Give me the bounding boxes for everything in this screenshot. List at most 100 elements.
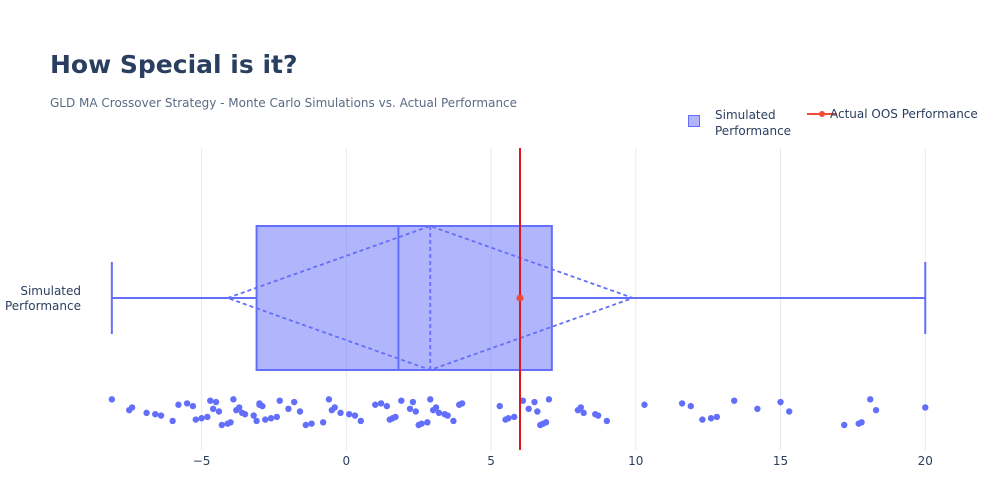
data-point (444, 412, 451, 419)
data-point (357, 417, 364, 425)
legend-box-swatch (688, 115, 700, 127)
data-point (418, 420, 425, 427)
data-point (372, 401, 379, 408)
data-point (922, 404, 929, 411)
data-point (458, 400, 466, 407)
data-point (841, 421, 848, 429)
data-point (687, 402, 694, 410)
data-point (285, 405, 292, 412)
data-point (603, 417, 611, 425)
data-point (786, 408, 793, 415)
data-point (511, 413, 518, 421)
data-point (406, 405, 414, 412)
data-point (754, 405, 761, 412)
data-point (731, 397, 738, 404)
data-point (108, 396, 116, 403)
chart-title: How Special is it? (50, 50, 298, 79)
data-point (236, 404, 243, 411)
data-point (398, 397, 405, 404)
data-point (872, 406, 880, 414)
data-point (157, 412, 165, 419)
data-point (273, 413, 281, 421)
data-point (392, 413, 399, 421)
data-point (250, 412, 257, 419)
data-point (337, 409, 344, 417)
data-point (519, 397, 527, 404)
data-point (189, 402, 197, 410)
legend-line-dot (819, 111, 825, 117)
data-point (409, 398, 417, 406)
data-point (241, 411, 249, 418)
data-point (450, 417, 457, 425)
data-point (319, 419, 327, 426)
data-point (267, 415, 275, 422)
box-iqr (255, 225, 553, 371)
data-point (175, 401, 182, 408)
x-tick-label: 15 (773, 454, 788, 468)
data-point (152, 411, 159, 418)
data-point (580, 409, 587, 417)
data-point (531, 398, 538, 406)
data-point (496, 402, 503, 410)
data-point (713, 413, 721, 421)
actual-oos-marker (516, 294, 524, 302)
data-point (427, 396, 434, 403)
data-point (253, 417, 260, 425)
data-point (302, 421, 309, 429)
data-point (432, 404, 440, 411)
data-point (412, 408, 419, 415)
data-point (204, 413, 211, 421)
x-tick-label: 10 (628, 454, 643, 468)
data-point (296, 408, 304, 415)
x-tick-label: 0 (342, 454, 350, 468)
data-point (331, 404, 338, 411)
data-point (259, 402, 266, 410)
data-point (505, 415, 512, 422)
data-point (209, 405, 217, 412)
data-point (435, 409, 443, 417)
data-point (641, 401, 648, 408)
data-point (594, 412, 602, 419)
data-point (858, 419, 865, 426)
data-point (699, 416, 706, 423)
data-point (212, 398, 220, 406)
x-tick-label: −5 (193, 454, 211, 468)
data-point (291, 398, 298, 406)
legend-label-actual: Actual OOS Performance (830, 107, 978, 121)
data-point (227, 419, 234, 426)
data-point (534, 408, 541, 415)
data-point (867, 396, 874, 403)
data-point (678, 400, 686, 407)
data-point (545, 396, 553, 403)
data-point (325, 396, 333, 403)
legend-label-simulated: Simulated Performance (715, 108, 792, 138)
data-point (777, 398, 784, 406)
data-point (169, 417, 176, 425)
data-point (262, 416, 269, 423)
data-point (128, 404, 136, 411)
data-point (207, 397, 214, 404)
data-point (276, 397, 283, 404)
data-point (218, 421, 226, 429)
data-point (707, 415, 715, 422)
data-point (377, 400, 385, 407)
data-point (230, 396, 237, 403)
y-category-label: Simulated Performance (4, 284, 81, 313)
data-point (183, 400, 191, 407)
data-point (383, 402, 391, 410)
data-point (192, 416, 199, 423)
data-point (525, 405, 532, 412)
data-point (215, 408, 223, 415)
data-point (308, 420, 315, 427)
data-point (542, 419, 550, 426)
sd-diamond (224, 225, 636, 371)
data-point (198, 415, 205, 422)
data-point (143, 409, 150, 417)
data-point (346, 411, 353, 418)
data-point (424, 419, 431, 426)
x-tick-label: 20 (918, 454, 933, 468)
data-point (577, 404, 584, 411)
chart-subtitle: GLD MA Crossover Strategy - Monte Carlo … (50, 96, 518, 110)
data-point (351, 412, 359, 419)
